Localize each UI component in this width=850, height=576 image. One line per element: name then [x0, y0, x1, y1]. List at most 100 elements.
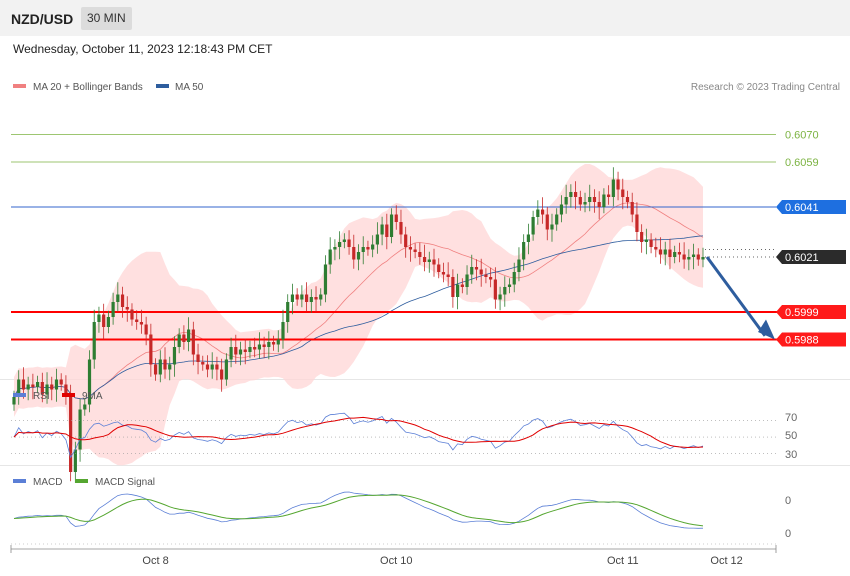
candle-body: [545, 214, 549, 230]
candle-body: [399, 222, 403, 235]
candle-body: [356, 252, 361, 260]
candle-body: [658, 249, 663, 255]
candle-body: [385, 224, 389, 237]
candle-body: [281, 322, 285, 340]
candle-body: [338, 242, 342, 247]
level-tag-0.5988: [776, 332, 846, 347]
candle-body: [54, 379, 59, 390]
candle-body: [531, 217, 535, 235]
candle-body: [427, 259, 431, 262]
rsi-panel: RSI 9MA 70 50 30: [11, 391, 797, 461]
candle-body: [682, 254, 686, 260]
candle-body: [408, 247, 413, 250]
candle-body: [106, 317, 110, 327]
ma50-legend-swatch: [156, 84, 169, 88]
candle-body: [78, 409, 82, 450]
candle-body: [361, 247, 365, 252]
candle-body: [701, 257, 705, 260]
candle-body: [366, 247, 370, 250]
ma20-legend-swatch: [13, 84, 26, 88]
candle-body: [304, 294, 309, 302]
panel-separator: [0, 379, 850, 380]
candle-body: [456, 284, 460, 297]
ma20-line: [13, 202, 704, 400]
candle-body: [328, 249, 332, 265]
candle-body: [673, 252, 677, 257]
candle-body: [573, 192, 578, 197]
candle-body: [432, 259, 436, 265]
candle-body: [196, 354, 200, 362]
candles: [12, 167, 705, 483]
candle-body: [267, 342, 271, 347]
candle-body: [253, 347, 257, 350]
candle-body: [583, 202, 587, 205]
level-label-0.6070: 0.6070: [785, 130, 819, 142]
candle-body: [201, 362, 205, 365]
candle-body: [215, 364, 219, 370]
macd-line: [13, 491, 704, 529]
candle-body: [569, 192, 573, 197]
candle-body: [286, 302, 290, 322]
candle-body: [153, 364, 158, 375]
candle-body: [248, 347, 252, 352]
candle-body: [375, 234, 379, 245]
candle-body: [191, 329, 195, 355]
candle-body: [540, 209, 545, 215]
candle-body: [168, 364, 172, 370]
bollinger-band: [14, 164, 703, 466]
level-label-0.6041: 0.6041: [785, 202, 819, 214]
forecast-arrow-shaft: [705, 256, 767, 337]
candle-body: [493, 279, 497, 300]
rsi-line: [13, 412, 704, 459]
rsi-tick-30: 30: [785, 449, 797, 461]
candle-body: [654, 247, 658, 250]
candle-body: [649, 239, 653, 247]
candle-body: [592, 197, 597, 202]
candle-body: [17, 379, 21, 397]
candle-body: [120, 294, 125, 307]
level-tag-0.5999: [776, 305, 846, 319]
candle-body: [696, 254, 700, 260]
candle-body: [238, 349, 243, 355]
candle-body: [125, 307, 129, 310]
candle-body: [102, 314, 106, 327]
candle-body: [342, 239, 346, 242]
candle-body: [314, 297, 318, 300]
candle-body: [526, 234, 530, 242]
candle-body: [588, 197, 592, 202]
candle-body: [635, 214, 639, 232]
timeframe-badge[interactable]: 30 MIN: [81, 7, 132, 30]
candle-body: [187, 329, 191, 342]
candle-body: [465, 274, 469, 287]
candle-body: [21, 379, 26, 390]
candle-body: [389, 214, 394, 237]
macd-tick-lower: 0: [785, 528, 791, 540]
candle-body: [182, 334, 186, 342]
candle-body: [578, 197, 582, 205]
candle-body: [422, 257, 427, 262]
candle-body: [616, 179, 620, 190]
candle-body: [144, 324, 148, 335]
candle-body: [172, 347, 177, 365]
moving-averages: [13, 202, 704, 400]
timestamp: Wednesday, October 11, 2023 12:18:43 PM …: [13, 42, 273, 56]
candle-body: [611, 179, 615, 197]
level-label-0.5999: 0.5999: [785, 307, 819, 319]
candle-body: [163, 359, 167, 370]
candle-body: [644, 239, 648, 242]
ma50-line: [13, 235, 704, 400]
candle-body: [418, 252, 422, 257]
candle-body: [687, 257, 691, 260]
candle-body: [309, 297, 313, 302]
candle-body: [380, 224, 384, 235]
candle-body: [522, 242, 526, 260]
candle-body: [300, 294, 304, 300]
x-tick-label: Oct 11: [607, 555, 639, 567]
candle-body: [12, 397, 16, 405]
candle-body: [224, 359, 228, 380]
macd-signal-line: [13, 494, 704, 527]
candle-body: [83, 404, 87, 410]
candle-body: [262, 344, 266, 347]
candle-body: [621, 189, 625, 197]
